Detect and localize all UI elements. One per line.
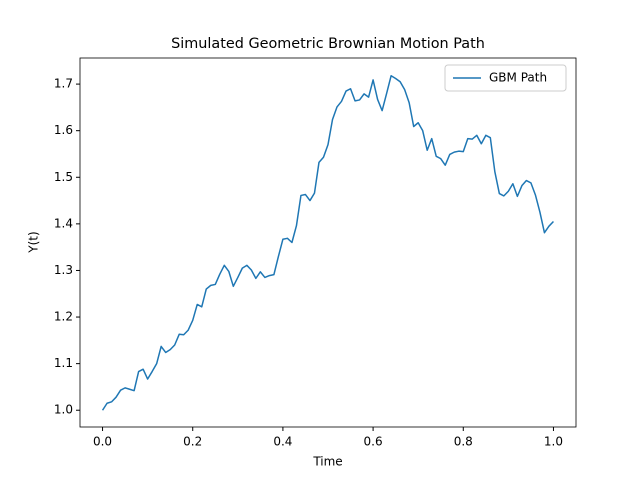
legend-box bbox=[444, 64, 567, 92]
line-series bbox=[101, 74, 554, 411]
y-axis-label: Y(t) bbox=[27, 231, 41, 253]
x-tick-label: 0.2 bbox=[183, 435, 202, 449]
y-tick-label: 1.0 bbox=[54, 403, 73, 417]
x-tick-label: 0.0 bbox=[93, 435, 112, 449]
legend-label: GBM Path bbox=[489, 71, 547, 85]
y-tick-label: 1.4 bbox=[54, 216, 73, 230]
x-tick-label: 1.0 bbox=[544, 435, 563, 449]
y-tick-label: 1.1 bbox=[54, 356, 73, 370]
y-tick-label: 1.3 bbox=[54, 263, 73, 277]
x-tick-label: 0.8 bbox=[454, 435, 473, 449]
x-axis-label: Time bbox=[312, 455, 342, 469]
x-tick-label: 0.6 bbox=[364, 435, 383, 449]
y-tick-label: 1.5 bbox=[54, 170, 73, 184]
plot-frame bbox=[79, 57, 577, 428]
chart-title: Simulated Geometric Brownian Motion Path bbox=[171, 36, 485, 52]
y-tick-label: 1.7 bbox=[54, 77, 73, 91]
x-tick-label: 0.4 bbox=[273, 435, 292, 449]
y-tick-label: 1.6 bbox=[54, 123, 73, 137]
y-tick-label: 1.2 bbox=[54, 310, 73, 324]
